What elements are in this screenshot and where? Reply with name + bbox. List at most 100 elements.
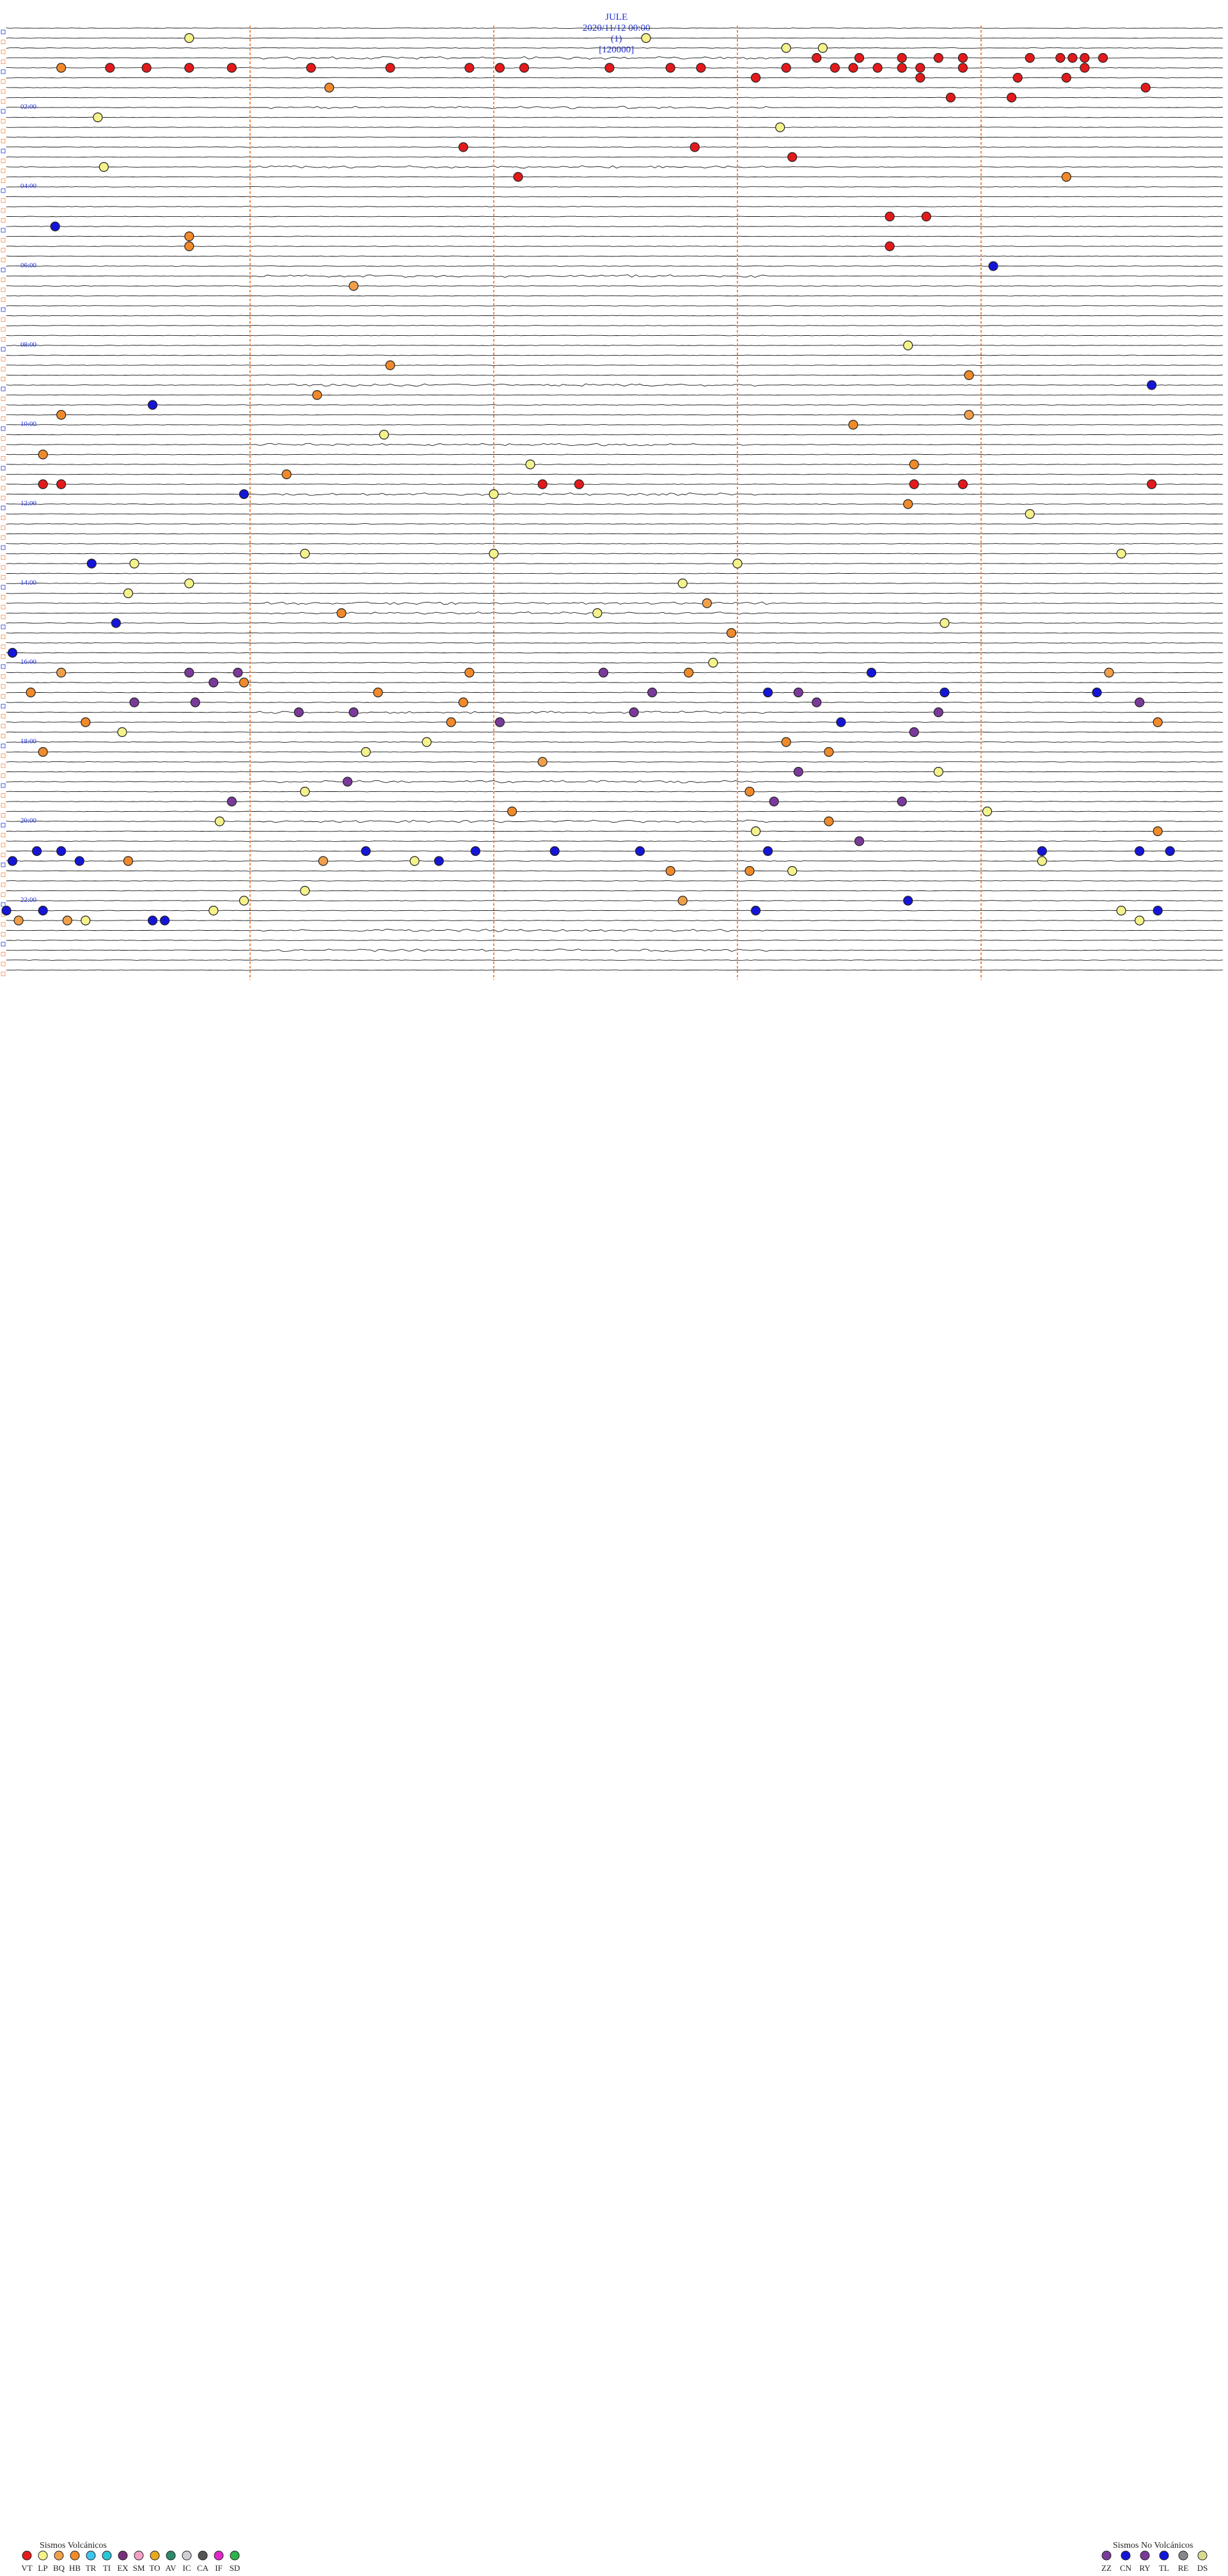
row-marker [1,535,6,540]
event-marker-ry [190,697,200,707]
event-marker-cn [634,846,645,857]
legend-label-lp: LP [38,2563,47,2573]
event-marker-hb [81,717,91,727]
trace-line [6,771,1224,773]
legend-marker-ds [1197,2550,1208,2561]
row-marker [1,347,6,352]
legend-label-re: RE [1178,2563,1189,2573]
trace-line [6,28,1224,29]
event-marker-vt [385,63,395,73]
row-marker [1,624,6,629]
trace-line [6,523,1224,525]
event-marker-hb [184,241,194,251]
station-code: JULE [605,12,628,22]
event-marker-vt [957,63,968,73]
event-marker-lp [525,459,535,470]
row-marker [1,178,6,183]
row-marker [1,961,6,967]
event-marker-hb [744,865,755,876]
event-marker-ry [1135,697,1145,707]
row-marker [1,198,6,203]
event-marker-hb [336,608,347,619]
trace-line [6,345,1224,346]
event-marker-cn [1037,846,1047,857]
event-marker-cn [38,905,48,916]
event-marker-lp [300,885,310,896]
row-marker [1,287,6,292]
event-marker-vt [519,63,530,73]
trace-line [6,810,1224,812]
event-marker-cn [111,618,121,628]
event-marker-vt [458,142,469,152]
row-marker [1,40,6,44]
row-marker [1,59,6,64]
row-marker [1,129,6,134]
legend-marker-hb [70,2550,80,2561]
legend-marker-sd [230,2550,240,2561]
row-marker [1,644,6,649]
trace-line [6,365,1224,366]
row-marker [1,952,6,956]
event-marker-hb [1153,717,1163,727]
row-marker [1,357,6,361]
event-marker-hb [324,83,335,93]
hour-label: 22:00 [20,896,37,904]
hour-label: 10:00 [20,420,37,428]
trace-line [6,642,1224,644]
event-marker-hb [56,63,67,73]
legend-marker-tl [1159,2550,1169,2561]
row-marker [1,555,6,560]
event-marker-vt [1067,52,1078,63]
trace-line [6,56,1224,59]
event-marker-vt [696,63,706,73]
event-marker-vt [750,72,761,83]
event-marker-lp [903,340,913,351]
trace-line [6,553,1224,555]
row-marker [1,208,6,213]
event-marker-vt [537,479,547,489]
event-marker-lp [117,727,127,738]
event-marker-lp [421,737,432,747]
row-marker [1,426,6,431]
hour-label: 12:00 [20,500,37,507]
trace-line [6,246,1224,247]
event-marker-hb [1153,826,1163,837]
row-marker [1,942,6,947]
trace-line [6,354,1224,356]
event-marker-vt [1055,52,1066,63]
trace-line [6,265,1224,267]
row-marker [1,258,6,262]
trace-line [6,910,1224,912]
event-marker-hb [26,687,36,698]
event-marker-cn [74,856,84,866]
event-marker-vt [957,479,968,489]
trace-line [6,583,1224,584]
event-marker-cn [1165,846,1175,857]
event-marker-lp [1116,548,1126,559]
row-marker [1,99,6,104]
event-marker-hb [38,747,48,757]
trace-line [6,761,1223,763]
event-marker-cn [148,400,158,410]
row-marker [1,168,6,173]
legend-label-zz: ZZ [1101,2563,1112,2573]
trace-line [6,652,1224,654]
event-marker-vt [915,63,925,73]
event-marker-hb [824,747,834,757]
event-marker-vt [848,63,858,73]
event-marker-vt [1025,52,1035,63]
legend-label-ex: EX [117,2563,129,2573]
row-marker [1,218,6,223]
legend-marker-to [150,2550,160,2561]
event-marker-hb [281,469,292,480]
trace-line [6,434,1224,436]
trace-line [6,274,1224,278]
event-marker-lp [129,558,139,569]
trace-line [6,741,1224,743]
event-marker-vt [184,63,194,73]
row-marker [1,248,6,253]
event-marker-vt [897,63,907,73]
event-marker-hb [123,856,134,866]
hour-label: 18:00 [20,738,37,745]
event-marker-lp [239,896,249,906]
